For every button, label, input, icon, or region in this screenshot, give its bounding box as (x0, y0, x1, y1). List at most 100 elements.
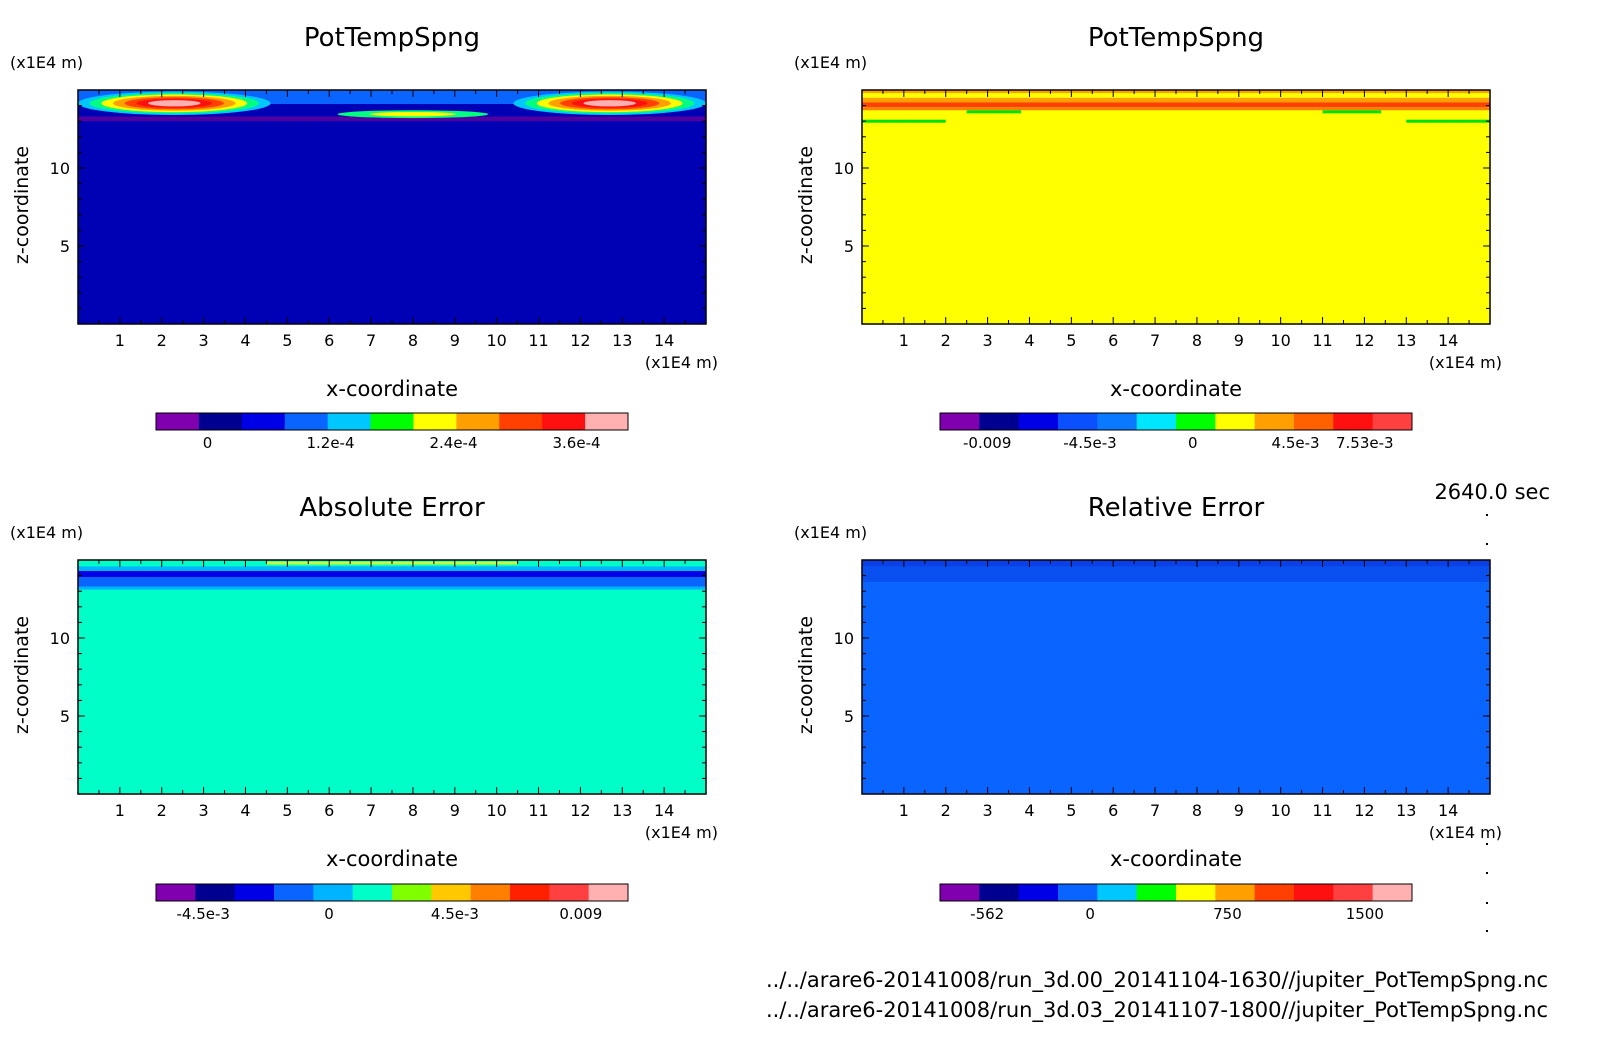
colorbar-swatch (542, 413, 586, 430)
colorbar-swatch (241, 413, 286, 430)
field-line (862, 119, 946, 123)
field-background (78, 90, 706, 324)
field-lobe (369, 111, 457, 117)
y-unit-label: (x1E4 m) (10, 523, 83, 542)
colorbar-swatch (1372, 413, 1413, 430)
colorbar-swatch (284, 413, 329, 430)
y-tick-label: 5 (60, 237, 70, 256)
x-unit-label: (x1E4 m) (1429, 353, 1502, 372)
x-tick-label: 12 (570, 331, 590, 350)
x-tick-label: 2 (157, 801, 167, 820)
colorbar-frame (939, 412, 1413, 431)
x-tick-label: 8 (1192, 801, 1202, 820)
x-tick-label: 4 (1024, 331, 1034, 350)
x-axis: 1 2 3 4 5 6 7 8 9 10 11 12 13 14 (882, 560, 1470, 820)
x-tick-label: 9 (1234, 331, 1244, 350)
x-tick-label: 8 (408, 801, 418, 820)
x-tick-label: 5 (1066, 801, 1076, 820)
colorbar-swatch (1333, 413, 1374, 430)
field-line (1406, 119, 1490, 123)
colorbar-swatch (352, 884, 393, 901)
field-band (862, 93, 1490, 98)
x-tick-label: 14 (1438, 801, 1458, 820)
marker-dot (1486, 930, 1488, 932)
field-lobe (583, 100, 636, 107)
colorbar-swatch (198, 413, 243, 430)
colorbar-swatch (274, 884, 314, 901)
colorbar-swatch (431, 884, 472, 901)
colorbar-tick-label: 4.5e-3 (431, 905, 479, 923)
x-tick-label: 8 (408, 331, 418, 350)
colorbar-swatch (392, 884, 432, 901)
y-axis-label: z-coordinate (11, 616, 33, 734)
field-line (966, 110, 1022, 114)
colorbar-tick-label: 4.5e-3 (1272, 434, 1320, 452)
colorbar-tick-label: 0.009 (559, 905, 602, 923)
x-unit-label: (x1E4 m) (645, 353, 718, 372)
y-tick-label: 5 (60, 707, 70, 726)
panel-title: Relative Error (1088, 493, 1265, 523)
colorbar-swatch (1058, 884, 1098, 901)
y-unit-label: (x1E4 m) (794, 53, 867, 72)
x-tick-label: 9 (450, 331, 460, 350)
colorbar-swatch (1372, 884, 1413, 901)
y-tick-label: 5 (844, 237, 854, 256)
colorbar: -0.009 -4.5e-3 0 4.5e-3 7.53e-3 (939, 412, 1413, 452)
colorbar-tick-label: 1.2e-4 (306, 434, 354, 452)
y-tick-label: 10 (834, 159, 854, 178)
field-background (862, 90, 1490, 324)
colorbar-swatch (1018, 884, 1059, 901)
x-axis-label: x-coordinate (1110, 847, 1242, 871)
contour-field (862, 560, 1490, 794)
x-tick-label: 10 (486, 801, 506, 820)
colorbar-swatch (1215, 884, 1256, 901)
y-axis: 5 10 (50, 575, 706, 779)
colorbar-swatch (1294, 884, 1334, 901)
colorbar-swatch (1058, 413, 1098, 430)
colorbar-swatch (1254, 413, 1295, 430)
y-axis: 5 10 (834, 575, 1490, 779)
colorbar-swatch (156, 884, 196, 901)
y-tick-label: 5 (844, 707, 854, 726)
x-tick-label: 13 (612, 801, 632, 820)
colorbar-tick-label: -4.5e-3 (1063, 434, 1116, 452)
x-tick-label: 14 (654, 801, 674, 820)
marker-dot (1486, 872, 1488, 874)
x-axis: 1 2 3 4 5 6 7 8 9 10 11 12 13 14 (882, 90, 1470, 350)
x-tick-label: 5 (1066, 331, 1076, 350)
x-tick-label: 12 (1354, 331, 1374, 350)
colorbar-tick-label: 0 (203, 434, 213, 452)
colorbar-swatch (979, 413, 1020, 430)
y-unit-label: (x1E4 m) (10, 53, 83, 72)
colorbar-tick-label: 750 (1213, 905, 1242, 923)
x-tick-label: 3 (983, 801, 993, 820)
x-tick-label: 7 (1150, 331, 1160, 350)
y-tick-label: 10 (50, 159, 70, 178)
colorbar-swatch (195, 884, 236, 901)
x-tick-label: 11 (1312, 801, 1332, 820)
colorbar-tick-label: 2.4e-4 (429, 434, 477, 452)
field-band (862, 107, 1490, 111)
x-tick-label: 7 (366, 331, 376, 350)
colorbar-swatch (1136, 884, 1177, 901)
x-tick-label: 11 (1312, 331, 1332, 350)
x-tick-label: 1 (899, 801, 909, 820)
colorbar-tick-label: -562 (970, 905, 1004, 923)
marker-dot (1486, 902, 1488, 904)
y-axis-label: z-coordinate (11, 146, 33, 264)
colorbar-swatch (1215, 413, 1256, 430)
colorbar-swatch (327, 413, 372, 430)
colorbar-frame (155, 412, 629, 431)
colorbar-swatch (588, 884, 629, 901)
x-axis: 1 2 3 4 5 6 7 8 9 10 11 12 13 14 (98, 560, 686, 820)
panel-title: Absolute Error (299, 493, 485, 523)
y-axis-label: z-coordinate (795, 146, 817, 264)
x-tick-label: 7 (366, 801, 376, 820)
x-tick-label: 10 (486, 331, 506, 350)
colorbar-tick-label: 7.53e-3 (1336, 434, 1394, 452)
field-band (78, 577, 706, 587)
